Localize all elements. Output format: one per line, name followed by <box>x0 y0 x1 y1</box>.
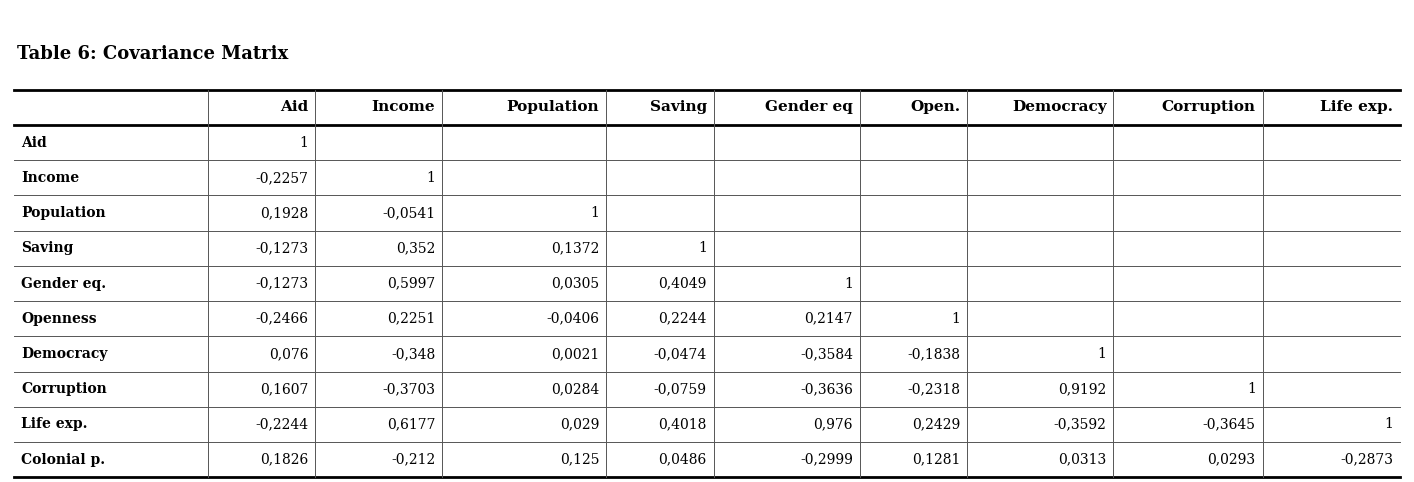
Text: 0,0293: 0,0293 <box>1208 453 1256 467</box>
Text: 1: 1 <box>427 171 436 185</box>
Text: Income: Income <box>21 171 79 185</box>
Text: 1: 1 <box>699 241 707 255</box>
Text: -0,348: -0,348 <box>392 347 436 361</box>
Text: 0,0284: 0,0284 <box>551 382 600 396</box>
Text: 0,1826: 0,1826 <box>260 453 308 467</box>
Text: 0,076: 0,076 <box>269 347 308 361</box>
Text: -0,3703: -0,3703 <box>382 382 436 396</box>
Text: Table 6: Covariance Matrix: Table 6: Covariance Matrix <box>17 45 288 64</box>
Text: -0,2244: -0,2244 <box>256 417 308 431</box>
Text: 0,4018: 0,4018 <box>659 417 707 431</box>
Text: 1: 1 <box>1247 382 1256 396</box>
Text: Population: Population <box>506 100 600 114</box>
Text: 0,4049: 0,4049 <box>659 277 707 291</box>
Text: Open.: Open. <box>911 100 960 114</box>
Text: 0,1372: 0,1372 <box>551 241 600 255</box>
Text: Aid: Aid <box>280 100 308 114</box>
Text: Saving: Saving <box>649 100 707 114</box>
Text: -0,0406: -0,0406 <box>546 312 600 326</box>
Text: -0,2999: -0,2999 <box>800 453 853 467</box>
Text: -0,3584: -0,3584 <box>800 347 853 361</box>
Text: Life exp.: Life exp. <box>21 417 88 431</box>
Text: 0,6177: 0,6177 <box>387 417 436 431</box>
Text: Corruption: Corruption <box>1162 100 1256 114</box>
Text: 1: 1 <box>1097 347 1107 361</box>
Text: Gender eq: Gender eq <box>765 100 853 114</box>
Text: Gender eq.: Gender eq. <box>21 277 106 291</box>
Text: 0,352: 0,352 <box>396 241 436 255</box>
Text: -0,2257: -0,2257 <box>256 171 308 185</box>
Text: 0,0021: 0,0021 <box>551 347 600 361</box>
Text: 0,029: 0,029 <box>560 417 600 431</box>
Text: -0,1838: -0,1838 <box>908 347 960 361</box>
Text: 0,5997: 0,5997 <box>387 277 436 291</box>
Text: 0,0313: 0,0313 <box>1058 453 1107 467</box>
Text: -0,2318: -0,2318 <box>908 382 960 396</box>
Text: -0,0474: -0,0474 <box>653 347 707 361</box>
Text: 1: 1 <box>1384 417 1393 431</box>
Text: -0,212: -0,212 <box>392 453 436 467</box>
Text: 0,1281: 0,1281 <box>912 453 960 467</box>
Text: 0,125: 0,125 <box>560 453 600 467</box>
Text: -0,3592: -0,3592 <box>1053 417 1107 431</box>
Text: Aid: Aid <box>21 135 47 150</box>
Text: 0,0486: 0,0486 <box>659 453 707 467</box>
Text: 0,976: 0,976 <box>813 417 853 431</box>
Text: 1: 1 <box>591 206 600 220</box>
Text: Income: Income <box>372 100 436 114</box>
Text: -0,1273: -0,1273 <box>256 277 308 291</box>
Text: 0,2147: 0,2147 <box>805 312 853 326</box>
Text: 0,2244: 0,2244 <box>659 312 707 326</box>
Text: 1: 1 <box>300 135 308 150</box>
Text: -0,0759: -0,0759 <box>653 382 707 396</box>
Text: 0,0305: 0,0305 <box>551 277 600 291</box>
Text: Life exp.: Life exp. <box>1319 100 1393 114</box>
Text: -0,0541: -0,0541 <box>382 206 436 220</box>
Text: -0,3645: -0,3645 <box>1203 417 1256 431</box>
Text: 1: 1 <box>844 277 853 291</box>
Text: Democracy: Democracy <box>21 347 107 361</box>
Text: -0,2873: -0,2873 <box>1340 453 1393 467</box>
Text: 0,9192: 0,9192 <box>1058 382 1107 396</box>
Text: -0,3636: -0,3636 <box>800 382 853 396</box>
Text: -0,1273: -0,1273 <box>256 241 308 255</box>
Text: 0,1928: 0,1928 <box>260 206 308 220</box>
Text: Population: Population <box>21 206 106 220</box>
Text: 1: 1 <box>952 312 960 326</box>
Text: Openness: Openness <box>21 312 96 326</box>
Text: Colonial p.: Colonial p. <box>21 453 105 467</box>
Text: Corruption: Corruption <box>21 382 107 396</box>
Text: 0,1607: 0,1607 <box>260 382 308 396</box>
Text: -0,2466: -0,2466 <box>256 312 308 326</box>
Text: Democracy: Democracy <box>1012 100 1107 114</box>
Text: Saving: Saving <box>21 241 74 255</box>
Text: 0,2251: 0,2251 <box>387 312 436 326</box>
Text: 0,2429: 0,2429 <box>912 417 960 431</box>
